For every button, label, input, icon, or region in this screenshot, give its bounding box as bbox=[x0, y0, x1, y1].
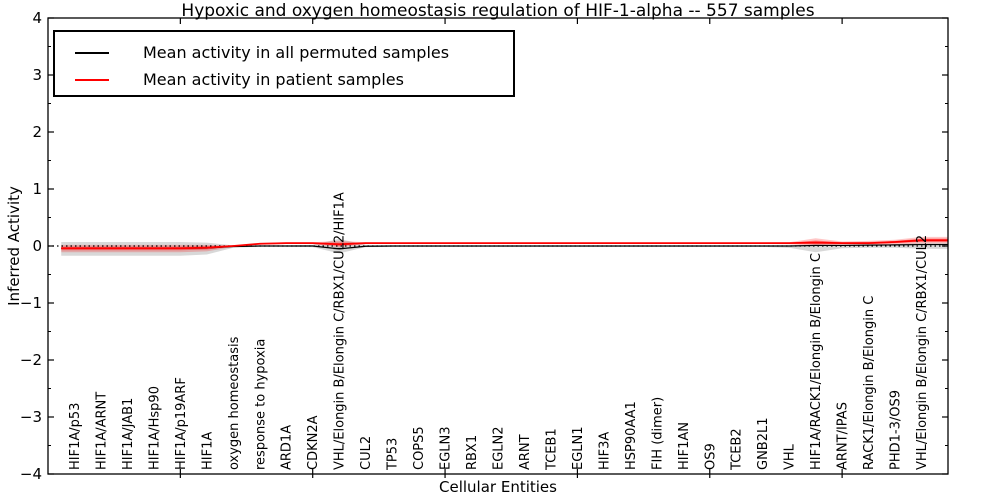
entity-label: HIF1A/Hsp90 bbox=[147, 386, 162, 470]
patient-line-swatch bbox=[75, 78, 109, 81]
entity-label: EGLN1 bbox=[571, 426, 586, 470]
entity-label: ARNT bbox=[518, 434, 533, 470]
y-tick-label: 0 bbox=[32, 237, 42, 255]
entity-label: HIF1A bbox=[200, 432, 215, 470]
entity-label: OS9 bbox=[703, 443, 718, 470]
entity-label: HIF1A/RACK1/Elongin B/Elongin C bbox=[809, 253, 824, 470]
entity-label: oxygen homeostasis bbox=[227, 336, 242, 470]
entity-label: CUL2 bbox=[359, 436, 374, 470]
entity-label: HIF1A/ARNT bbox=[94, 392, 109, 470]
y-tick-label: −3 bbox=[20, 408, 42, 426]
legend-label-permuted: Mean activity in all permuted samples bbox=[143, 43, 450, 62]
entity-label: ARD1A bbox=[280, 425, 295, 470]
entity-label: VHL/Elongin B/Elongin C/RBX1/CUL2 bbox=[915, 235, 930, 470]
entity-label: FIH (dimer) bbox=[650, 397, 665, 470]
entity-label: TP53 bbox=[386, 438, 401, 471]
entity-label: ARNT/IPAS bbox=[836, 402, 851, 470]
entity-label: HSP90AA1 bbox=[624, 401, 639, 470]
entity-label: TCEB2 bbox=[730, 428, 745, 471]
entity-label: HIF1A/p53 bbox=[68, 403, 83, 470]
patient-mean-line bbox=[61, 239, 948, 250]
legend-box: Mean activity in all permuted samples Me… bbox=[53, 30, 515, 97]
entity-label: HIF1A/JAB1 bbox=[121, 398, 136, 470]
legend-label-patient: Mean activity in patient samples bbox=[143, 70, 404, 89]
patient-distribution-band bbox=[61, 236, 949, 253]
entity-label: HIF3A bbox=[597, 432, 612, 470]
entity-label: response to hypoxia bbox=[253, 339, 268, 470]
y-axis-label: Inferred Activity bbox=[5, 186, 23, 306]
legend-row-permuted: Mean activity in all permuted samples bbox=[75, 39, 513, 66]
entity-label: HIF1A/p19ARF bbox=[174, 377, 189, 470]
chart-title: Hypoxic and oxygen homeostasis regulatio… bbox=[181, 1, 815, 21]
entity-label: EGLN2 bbox=[492, 426, 507, 470]
entity-label: HIF1AN bbox=[677, 422, 692, 470]
x-axis-label: Cellular Entities bbox=[439, 478, 557, 496]
entity-label: VHL bbox=[783, 443, 798, 470]
y-tick-label: 1 bbox=[32, 180, 42, 198]
entity-label: RACK1/Elongin B/Elongin C bbox=[862, 296, 877, 470]
entity-label: EGLN3 bbox=[439, 426, 454, 470]
entity-label: VHL/Elongin B/Elongin C/RBX1/CUL2/HIF1A bbox=[333, 192, 348, 470]
entity-label: PHD1-3/OS9 bbox=[889, 390, 904, 470]
legend-row-patient: Mean activity in patient samples bbox=[75, 66, 513, 93]
y-tick-label: −4 bbox=[20, 465, 42, 483]
y-tick-label: 4 bbox=[32, 9, 42, 27]
entity-label: CDKN2A bbox=[306, 415, 321, 470]
y-tick-label: 2 bbox=[32, 123, 42, 141]
permuted-distribution-band bbox=[61, 238, 949, 256]
permuted-line-swatch bbox=[75, 51, 109, 54]
entity-label: GNB2L1 bbox=[756, 417, 771, 470]
y-tick-label: −2 bbox=[20, 351, 42, 369]
entity-label: TCEB1 bbox=[544, 428, 559, 471]
entity-label: RBX1 bbox=[465, 435, 480, 470]
y-tick-label: 3 bbox=[32, 66, 42, 84]
entity-label: COPS5 bbox=[412, 426, 427, 470]
y-tick-label: −1 bbox=[20, 294, 42, 312]
